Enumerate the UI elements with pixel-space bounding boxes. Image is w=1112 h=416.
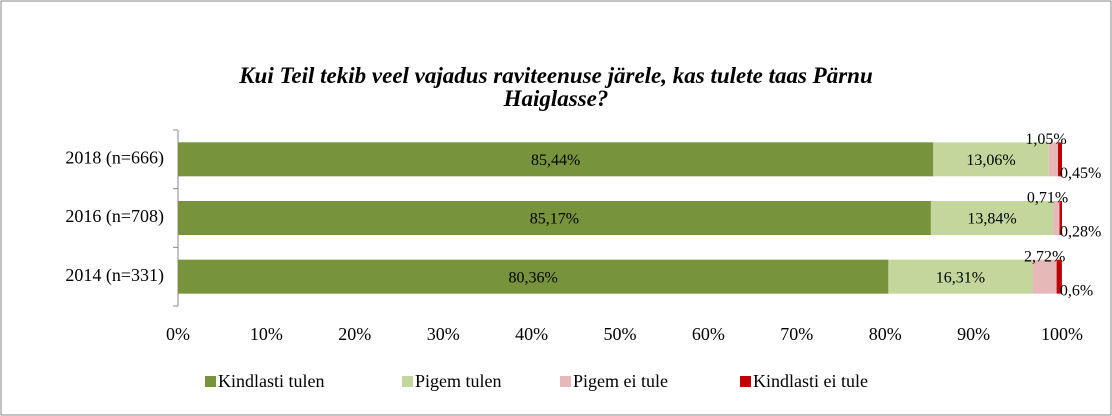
data-label: 80,36% — [509, 269, 558, 286]
bar-segment — [1059, 201, 1062, 235]
x-tick-label: 90% — [957, 324, 990, 344]
data-label: 13,84% — [967, 211, 1016, 228]
legend-label: Pigem ei tule — [573, 371, 668, 391]
y-tick-label: 2014 (n=331) — [65, 265, 164, 286]
x-tick-label: 100% — [1041, 324, 1083, 344]
chart-title: Kui Teil tekib veel vajadus raviteenuse … — [238, 63, 873, 111]
title-line: Haiglasse? — [503, 86, 609, 111]
data-label: 85,44% — [531, 152, 580, 169]
data-label: 16,31% — [936, 269, 985, 286]
bar-segment — [178, 142, 934, 177]
data-label: 0,28% — [1060, 224, 1101, 241]
bar-segment — [178, 259, 889, 294]
legend-swatch — [560, 376, 571, 387]
data-label: 0,71% — [1027, 190, 1068, 207]
x-tick-label: 70% — [780, 324, 813, 344]
x-tick-label: 10% — [250, 324, 283, 344]
x-tick-label: 80% — [869, 324, 902, 344]
x-tick-label: 30% — [427, 324, 460, 344]
bar-segment — [1058, 142, 1062, 177]
legend-swatch — [205, 376, 216, 387]
bar-segment — [178, 201, 931, 235]
bar-segment — [933, 142, 1049, 177]
legend-swatch — [740, 376, 751, 387]
bar-segment — [1032, 259, 1057, 294]
x-tick-label: 40% — [515, 324, 548, 344]
title-line: Kui Teil tekib veel vajadus raviteenuse … — [238, 63, 873, 88]
x-tick-label: 20% — [338, 324, 371, 344]
bar-segment — [1048, 142, 1059, 177]
x-tick-label: 60% — [692, 324, 725, 344]
x-tick-label: 0% — [166, 324, 190, 344]
bar-segment — [1056, 259, 1062, 294]
legend-label: Kindlasti ei tule — [753, 371, 868, 391]
x-tick-label: 50% — [604, 324, 637, 344]
bar-segment — [930, 201, 1054, 235]
data-label: 0,6% — [1060, 282, 1093, 299]
data-label: 1,05% — [1025, 131, 1066, 148]
y-tick-label: 2018 (n=666) — [65, 147, 164, 168]
data-label: 85,17% — [530, 211, 579, 228]
data-label: 13,06% — [966, 152, 1015, 169]
bar-segment — [1053, 201, 1060, 235]
legend-label: Kindlasti tulen — [218, 371, 325, 391]
bar-segment — [888, 259, 1033, 294]
data-label: 0,45% — [1060, 165, 1101, 182]
y-tick-label: 2016 (n=708) — [65, 206, 164, 227]
legend-swatch — [402, 376, 413, 387]
data-label: 2,72% — [1024, 248, 1065, 265]
legend-label: Pigem tulen — [415, 371, 502, 391]
